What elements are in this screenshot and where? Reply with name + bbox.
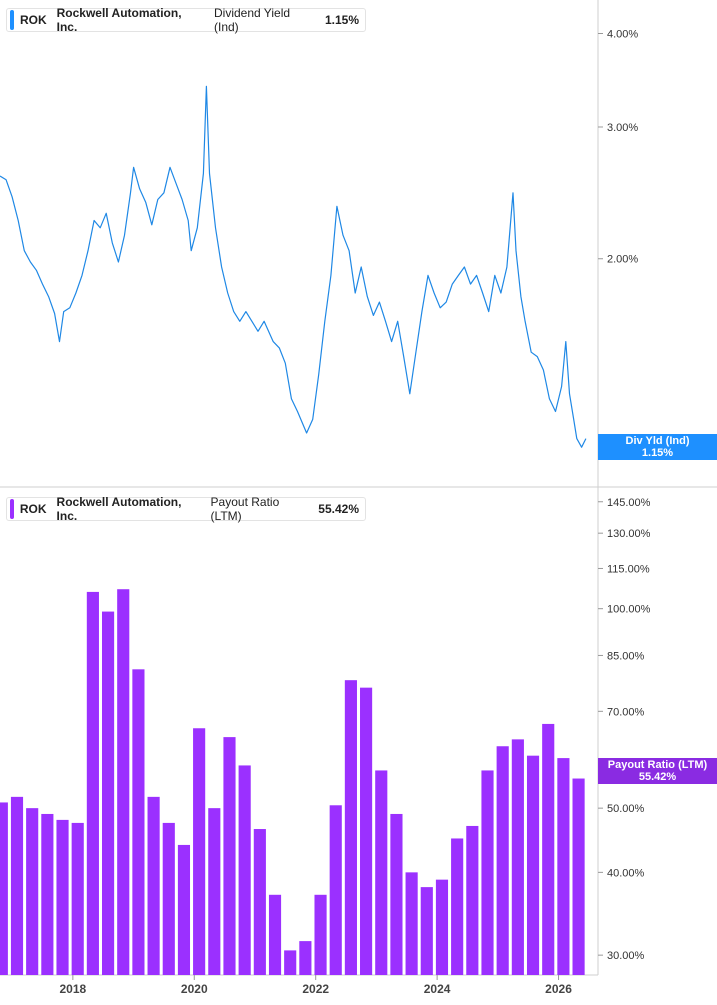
payout-bar bbox=[542, 723, 555, 975]
payout-bar bbox=[177, 844, 191, 975]
flag-value: 1.15% bbox=[641, 447, 674, 459]
payout-bar bbox=[360, 687, 373, 975]
payout-ratio-value-flag: Payout Ratio (LTM) 55.42% bbox=[598, 758, 717, 784]
dividend-yield-value-flag: Div Yld (Ind) 1.15% bbox=[598, 434, 717, 460]
payout-bar bbox=[420, 887, 433, 975]
payout-y-tick-label: 130.00% bbox=[607, 528, 651, 540]
payout-y-tick-label: 40.00% bbox=[607, 867, 645, 879]
legend-value: 55.42% bbox=[318, 502, 359, 516]
payout-bar bbox=[572, 778, 585, 975]
legend-ticker: ROK bbox=[19, 13, 47, 27]
payout-bar bbox=[299, 941, 312, 975]
payout-bar bbox=[56, 819, 69, 975]
payout-bar bbox=[405, 872, 418, 975]
payout-bar bbox=[511, 739, 524, 975]
flag-label: Div Yld (Ind) bbox=[625, 435, 690, 447]
flag-value: 55.42% bbox=[638, 771, 677, 783]
payout-bar bbox=[284, 950, 297, 975]
payout-bar bbox=[71, 822, 84, 975]
payout-bar bbox=[10, 796, 24, 975]
legend-metric: Dividend Yield (Ind) bbox=[213, 6, 291, 34]
yield-y-tick-label: 2.00% bbox=[607, 254, 638, 266]
payout-bar bbox=[41, 813, 54, 975]
legend-value: 1.15% bbox=[324, 13, 359, 27]
payout-bar bbox=[162, 822, 175, 975]
payout-bar bbox=[0, 802, 8, 975]
x-tick-label: 2026 bbox=[545, 982, 572, 996]
payout-y-tick-label: 30.00% bbox=[607, 950, 645, 962]
x-tick-label: 2024 bbox=[424, 982, 451, 996]
payout-bar bbox=[193, 728, 206, 975]
legend-ticker: ROK bbox=[19, 502, 47, 516]
payout-bar bbox=[223, 737, 236, 975]
payout-bar bbox=[390, 813, 403, 975]
payout-bar bbox=[496, 746, 509, 975]
payout-bar bbox=[435, 879, 449, 975]
payout-bar bbox=[147, 796, 160, 975]
payout-y-tick-label: 70.00% bbox=[607, 706, 645, 718]
payout-bar bbox=[329, 805, 342, 975]
payout-bar bbox=[101, 611, 115, 975]
payout-bar bbox=[132, 669, 145, 975]
legend-company: Rockwell Automation, Inc. bbox=[56, 6, 182, 34]
payout-y-tick-label: 50.00% bbox=[607, 803, 645, 815]
payout-bar bbox=[253, 829, 266, 975]
x-tick-label: 2020 bbox=[181, 982, 208, 996]
payout-bar bbox=[557, 758, 570, 975]
yield-y-tick-label: 4.00% bbox=[607, 29, 638, 41]
dividend-yield-legend: ROK Rockwell Automation, Inc. Dividend Y… bbox=[6, 6, 366, 34]
x-tick-label: 2018 bbox=[60, 982, 87, 996]
payout-bar bbox=[86, 591, 99, 975]
payout-bar bbox=[26, 808, 39, 975]
payout-ratio-legend: ROK Rockwell Automation, Inc. Payout Rat… bbox=[6, 495, 366, 523]
payout-bar bbox=[208, 808, 221, 975]
payout-y-tick-label: 115.00% bbox=[607, 563, 650, 575]
legend-metric: Payout Ratio (LTM) bbox=[210, 495, 280, 523]
legend-company: Rockwell Automation, Inc. bbox=[56, 495, 182, 523]
payout-bar bbox=[375, 770, 388, 975]
series-color-swatch bbox=[10, 499, 14, 519]
series-color-swatch bbox=[10, 10, 14, 30]
payout-bar bbox=[451, 838, 464, 975]
flag-label: Payout Ratio (LTM) bbox=[607, 759, 708, 771]
payout-y-tick-label: 145.00% bbox=[607, 497, 651, 509]
payout-y-tick-label: 100.00% bbox=[607, 604, 651, 616]
payout-bar bbox=[268, 894, 282, 975]
payout-bar bbox=[314, 894, 327, 975]
x-tick-label: 2022 bbox=[302, 982, 329, 996]
payout-bar bbox=[344, 680, 357, 975]
dividend-yield-line bbox=[0, 85, 587, 448]
payout-bar bbox=[238, 765, 251, 975]
yield-y-tick-label: 3.00% bbox=[607, 122, 638, 134]
payout-y-tick-label: 85.00% bbox=[607, 650, 645, 662]
payout-bar bbox=[117, 589, 130, 975]
payout-bar bbox=[526, 755, 540, 975]
payout-bar bbox=[481, 770, 494, 975]
payout-bar bbox=[466, 825, 479, 975]
